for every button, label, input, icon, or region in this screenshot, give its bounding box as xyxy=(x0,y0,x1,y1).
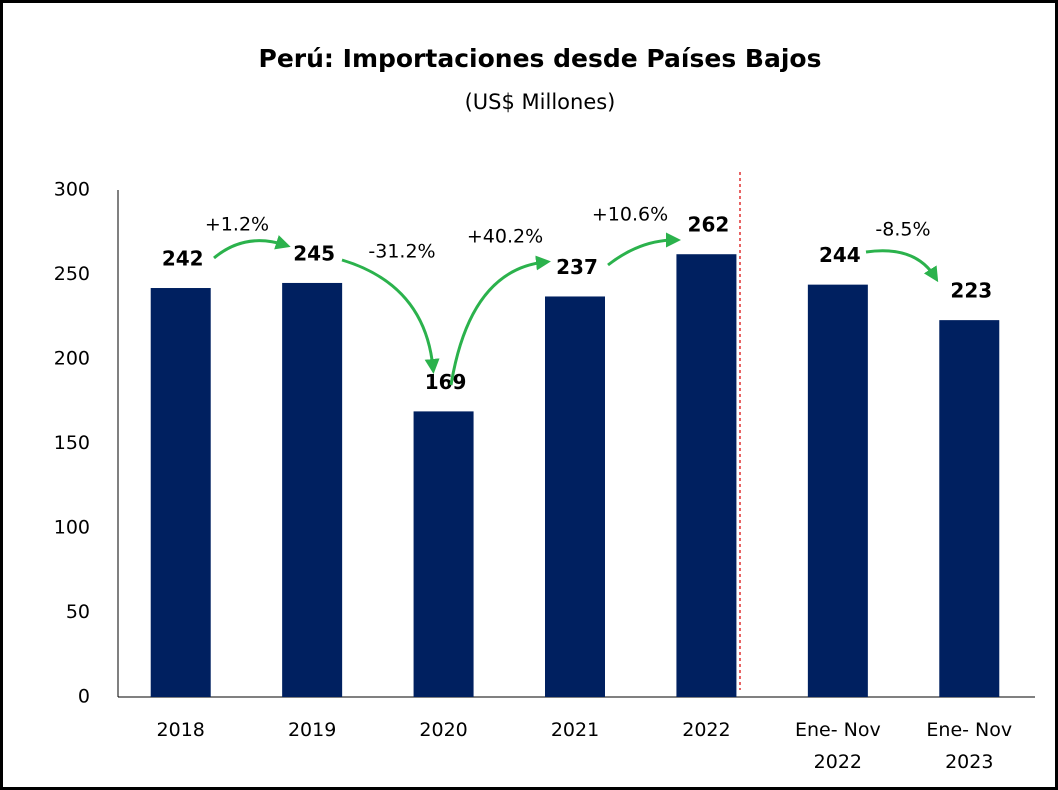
y-tick-label: 100 xyxy=(54,517,90,539)
annotation: +1.2% xyxy=(205,214,269,236)
growth-arrow xyxy=(341,258,440,374)
chart-subtitle: (US$ Millones) xyxy=(465,90,616,114)
bar xyxy=(413,411,474,697)
bar xyxy=(807,284,868,697)
x-tick-label: 2021 xyxy=(551,719,599,741)
y-tick-label: 250 xyxy=(54,263,90,285)
data-label: 237 xyxy=(556,255,598,279)
annotation: +10.6% xyxy=(592,204,668,226)
x-tick-label: 2019 xyxy=(288,719,336,741)
data-label: 242 xyxy=(162,247,204,271)
annotation: -8.5% xyxy=(875,219,930,241)
growth-arrow xyxy=(865,249,939,283)
chart-title: Perú: Importaciones desde Países Bajos xyxy=(259,44,822,73)
x-tick-label: 2022 xyxy=(682,719,730,741)
growth-arrow xyxy=(449,255,551,386)
x-tick-label: Ene- Nov 2022 xyxy=(795,719,881,773)
x-tick-label: Ene- Nov 2023 xyxy=(926,719,1012,773)
growth-arrow xyxy=(213,235,291,260)
growth-arrow xyxy=(607,232,681,267)
data-label: 244 xyxy=(819,243,861,267)
annotation: -31.2% xyxy=(368,241,435,263)
y-tick-label: 50 xyxy=(66,601,90,623)
bar xyxy=(939,320,1000,697)
bar xyxy=(676,254,737,697)
data-label: 262 xyxy=(688,213,730,237)
data-label: 245 xyxy=(293,241,335,265)
bar xyxy=(150,288,211,697)
y-tick-label: 150 xyxy=(54,432,90,454)
data-label: 169 xyxy=(425,370,467,394)
bar xyxy=(282,282,343,697)
y-tick-label: 0 xyxy=(78,686,90,708)
x-tick-label: 2018 xyxy=(157,719,205,741)
x-tick-label: 2020 xyxy=(419,719,467,741)
bar xyxy=(545,296,605,697)
data-label: 223 xyxy=(950,279,992,303)
y-tick-label: 200 xyxy=(54,348,90,370)
y-tick-label: 300 xyxy=(54,179,90,201)
annotation: +40.2% xyxy=(467,226,543,248)
